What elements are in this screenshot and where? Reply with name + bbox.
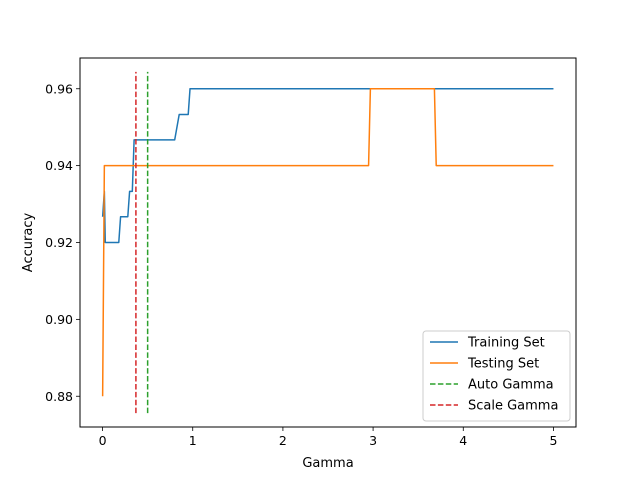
x-tick-label: 2	[279, 433, 287, 448]
y-axis-label: Accuracy	[21, 213, 36, 273]
x-tick-label: 1	[189, 433, 197, 448]
y-tick-label: 0.88	[45, 389, 73, 404]
x-tick-label: 4	[459, 433, 467, 448]
y-tick-label: 0.90	[45, 312, 73, 327]
legend-label: Training Set	[467, 336, 545, 351]
x-axis-label: Gamma	[302, 456, 353, 471]
series-line-testing-set	[101, 88, 554, 397]
legend: Training Set Testing Set Auto Gamma Scale G…	[422, 330, 571, 422]
series-line-training-set	[101, 88, 554, 244]
legend-label: Auto Gamma	[468, 378, 554, 393]
y-axis-ticks: 0.88 0.90 0.92 0.94 0.96	[45, 81, 80, 404]
x-axis-ticks: 0 1 2 3 4 5	[99, 427, 557, 448]
x-tick-label: 5	[549, 433, 557, 448]
y-tick-label: 0.94	[45, 158, 73, 173]
legend-label: Scale Gamma	[468, 399, 558, 414]
y-tick-label: 0.92	[45, 235, 73, 250]
x-tick-label: 3	[369, 433, 377, 448]
y-tick-label: 0.96	[45, 81, 73, 96]
legend-box	[422, 330, 571, 422]
x-tick-label: 0	[99, 433, 107, 448]
plot-area: 0 1 2 3 4 5 0.88 0.90 0.92 0.94 0.96	[45, 57, 577, 448]
legend-label: Testing Set	[467, 357, 539, 372]
series-layer	[101, 71, 554, 414]
